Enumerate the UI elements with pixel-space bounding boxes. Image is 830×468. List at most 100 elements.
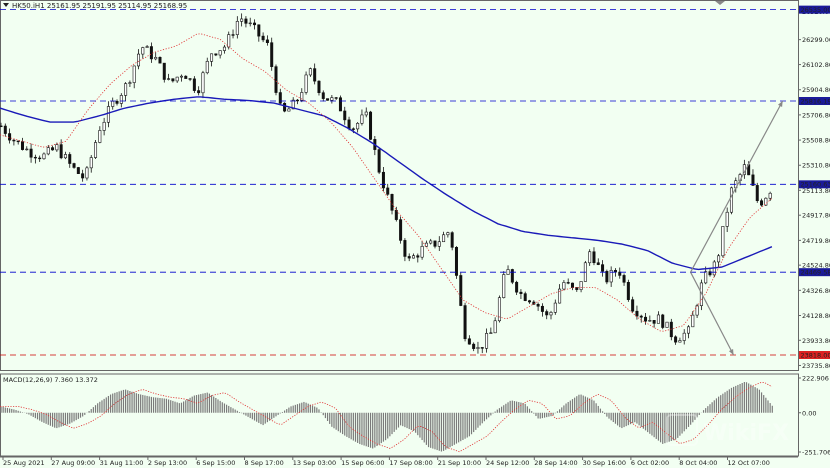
watermark-text: WikiFX [703,421,789,446]
candle-body-up [128,82,132,84]
candle-body-down [192,78,196,91]
candle [601,260,605,277]
candle [433,240,437,249]
candle-body-down [338,97,342,112]
candle-body-down [596,262,600,265]
candle-body-down [467,338,471,345]
candle-body-up [330,97,334,101]
candle [446,231,450,238]
time-label: 12 Oct 07:00 [728,459,770,467]
candle-body-up [102,121,106,131]
candle-body-up [137,53,141,67]
candle-body-up [154,56,158,60]
time-label: 13 Sep 03:00 [293,459,336,467]
candle-body-down [528,300,532,303]
candle-body-up [553,302,557,313]
candle-body-up [98,130,102,143]
candle [399,216,403,244]
candle [210,53,214,67]
candle [16,140,20,145]
candle-body-up [691,314,695,328]
candle [725,207,729,232]
candle [369,110,373,141]
candle [12,138,16,146]
candle [29,143,33,163]
candle [326,98,330,101]
candle [175,76,179,83]
candle [717,254,721,268]
candle [8,128,12,144]
price-tick-label: 25706.80 [802,111,830,119]
candle-body-up [729,187,733,213]
candle [162,62,166,83]
candle-body-down [369,111,373,140]
candle-body-down [197,90,201,94]
candle-body-up [119,95,123,104]
level-label: 26535.00 [801,6,830,14]
candle-body-down [394,209,398,220]
candle [506,265,510,275]
candle [540,303,544,317]
level-label-box [799,351,830,360]
candle-body-down [76,167,80,174]
candle [605,269,609,285]
candle [313,63,317,85]
candle [377,147,381,175]
candle-body-up [300,92,304,101]
price-tick-label: 24719.80 [802,237,830,245]
candle-body-down [523,293,527,301]
macd-panel [0,373,799,457]
candle [454,246,458,279]
candle [592,247,596,266]
watermark-logo: WikiFX [666,414,789,446]
candle-body-down [33,156,37,159]
candle-body-up [648,320,652,322]
candle-body-down [386,187,390,195]
candle-body-down [253,22,257,26]
candle [235,16,239,39]
candle-body-up [695,305,699,316]
candle [502,271,506,299]
candle-body-down [407,256,411,259]
forecast-arrow-line [690,271,735,356]
candle [755,182,759,203]
candle-body-up [549,312,553,316]
candle-body-up [210,53,214,62]
candle [188,78,192,82]
candle-body-down [347,119,351,130]
candle-body-down [38,157,42,160]
candle [81,169,85,182]
candle [317,80,321,96]
candle [137,49,141,70]
candle-body-up [360,114,364,124]
candle [128,80,132,87]
candle [463,302,467,342]
candle [489,327,493,334]
candle-body-down [416,255,420,258]
candle-body-up [721,226,725,257]
candle-body-down [115,100,119,104]
candle-body-up [476,347,480,349]
candle-body-up [562,282,566,290]
candle [450,231,454,251]
candle-body-down [433,240,437,247]
candle-body-down [377,149,381,173]
triangle-down-icon[interactable] [3,3,9,7]
candle [751,169,755,187]
candle [626,279,630,302]
candle [154,52,158,61]
candle-body-down [295,99,299,102]
candle-body-up [588,251,592,264]
candle-body-down [351,128,355,130]
candle [141,46,145,59]
candle [549,310,553,320]
candle [300,88,304,103]
candle-body-down [12,139,16,142]
time-label: 30 Sep 16:00 [583,459,626,467]
level-label: 24469.58 [801,269,830,277]
candle-body-up [768,192,772,199]
candle [566,278,570,285]
candle-body-up [141,47,145,55]
level-label-box [799,268,830,277]
